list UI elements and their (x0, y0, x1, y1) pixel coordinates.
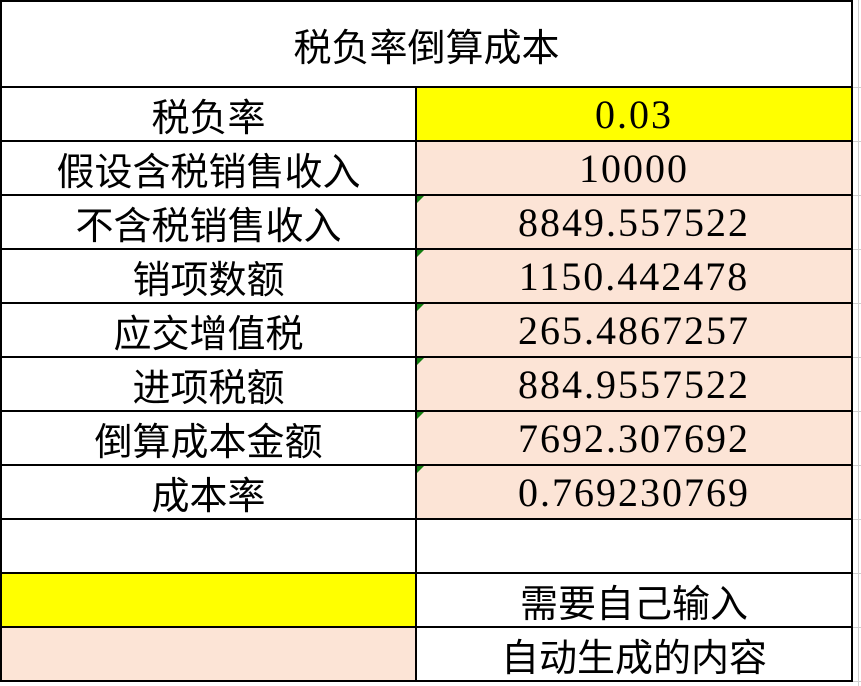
gridline-stub (853, 142, 861, 196)
value-cell-cost-ratio[interactable]: 0.769230769 (417, 466, 851, 518)
label-cell-taxexcl-revenue: 不含税销售收入 (2, 196, 415, 248)
legend-label-auto-generated: 自动生成的内容 (417, 628, 851, 680)
legend-label-manual-input: 需要自己输入 (417, 574, 851, 626)
gridline-stub (853, 196, 861, 250)
gridline-stub (853, 88, 861, 142)
value-cell-taxexcl-revenue[interactable]: 8849.557522 (417, 196, 851, 248)
value-cell-output-amount[interactable]: 1150.442478 (417, 250, 851, 302)
table-title: 税负率倒算成本 (2, 2, 851, 86)
gridline-stub (853, 628, 861, 682)
gridline-stub (853, 250, 861, 304)
gridline-stub (853, 0, 861, 88)
value-cell-tax-rate[interactable]: 0.03 (417, 88, 851, 140)
gridline-stub (853, 520, 861, 574)
gridline-stub (853, 304, 861, 358)
label-cell-assumed-taxincl-revenue: 假设含税销售收入 (2, 142, 415, 194)
legend-swatch-auto-generated (2, 628, 415, 680)
gridline-stub (853, 358, 861, 412)
empty-value-cell[interactable] (417, 520, 851, 572)
label-cell-reverse-cost-amount: 倒算成本金额 (2, 412, 415, 464)
label-cell-output-amount: 销项数额 (2, 250, 415, 302)
label-cell-input-tax-amount: 进项税额 (2, 358, 415, 410)
gridline-stub (853, 466, 861, 520)
excel-gridline-gutter (853, 0, 861, 686)
excel-gridline-vertical (858, 0, 859, 686)
gridline-stub (853, 412, 861, 466)
legend-swatch-manual-input (2, 574, 415, 626)
value-cell-input-tax-amount[interactable]: 884.9557522 (417, 358, 851, 410)
value-cell-vat-payable[interactable]: 265.4867257 (417, 304, 851, 356)
gridline-stub (853, 574, 861, 628)
value-cell-reverse-cost-amount[interactable]: 7692.307692 (417, 412, 851, 464)
empty-label-cell (2, 520, 415, 572)
value-cell-assumed-taxincl-revenue[interactable]: 10000 (417, 142, 851, 194)
label-cell-tax-rate: 税负率 (2, 88, 415, 140)
label-cell-cost-ratio: 成本率 (2, 466, 415, 518)
label-cell-vat-payable: 应交增值税 (2, 304, 415, 356)
